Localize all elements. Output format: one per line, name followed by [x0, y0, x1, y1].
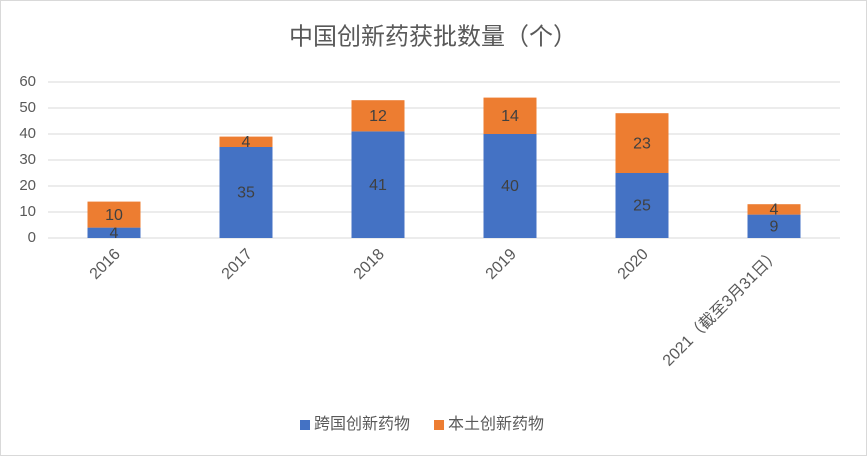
data-label: 25 — [633, 198, 651, 215]
bar-segment — [615, 173, 669, 238]
data-label: 10 — [105, 207, 123, 224]
bar-segment — [351, 100, 405, 132]
y-tick-label: 40 — [19, 125, 36, 142]
bar-segment — [615, 113, 669, 173]
data-label: 14 — [501, 108, 519, 125]
y-tick-label: 60 — [19, 73, 36, 90]
data-label: 4 — [770, 202, 779, 219]
y-tick-label: 0 — [28, 229, 36, 246]
data-label: 9 — [770, 219, 779, 236]
bar-segment — [351, 131, 405, 238]
data-label: 41 — [369, 177, 387, 194]
y-tick-label: 30 — [19, 151, 36, 168]
legend-label: 本土创新药物 — [448, 415, 544, 433]
data-label: 12 — [369, 108, 387, 125]
bar-segment — [747, 204, 801, 215]
legend-label: 跨国创新药物 — [314, 415, 410, 433]
chart-title: 中国创新药获批数量（个） — [289, 23, 577, 50]
data-label: 4 — [110, 225, 119, 242]
data-label: 4 — [242, 134, 251, 151]
legend-swatch — [434, 420, 445, 430]
bar-segment — [483, 97, 537, 134]
bar-segment — [747, 214, 801, 238]
y-tick-label: 20 — [19, 177, 36, 194]
legend-swatch — [300, 420, 310, 430]
y-tick-label: 50 — [19, 99, 36, 116]
data-label: 23 — [633, 135, 651, 152]
bar-segment — [87, 201, 141, 228]
y-tick-label: 10 — [19, 203, 36, 220]
data-label: 40 — [501, 178, 519, 195]
bar-segment — [483, 134, 537, 238]
bar-segment — [219, 147, 273, 238]
bar-segment — [87, 227, 141, 238]
bar-segment — [219, 136, 273, 147]
data-label: 35 — [237, 185, 255, 202]
